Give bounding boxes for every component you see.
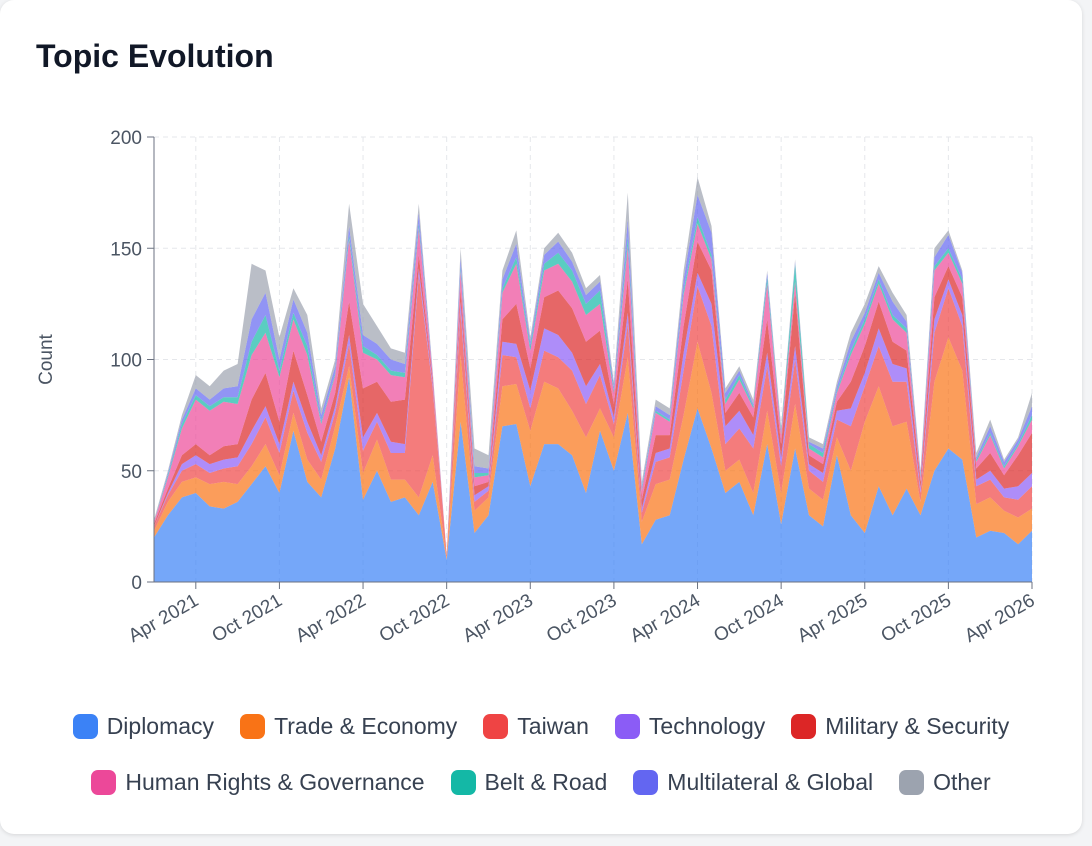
- legend-swatch: [72, 713, 98, 739]
- x-tick-label: Apr 2022: [292, 590, 369, 647]
- legend-item[interactable]: Belt & Road: [450, 768, 608, 796]
- legend-label: Other: [933, 768, 991, 795]
- y-tick-label: 200: [110, 128, 142, 149]
- area: [154, 377, 1032, 582]
- legend-item[interactable]: Diplomacy: [72, 712, 215, 740]
- y-tick-label: 150: [110, 239, 142, 260]
- x-tick-label: Apr 2024: [627, 590, 705, 647]
- legend-swatch: [633, 769, 659, 795]
- x-tick-label: Apr 2025: [794, 590, 871, 647]
- y-tick-label: 0: [131, 573, 142, 594]
- legend-swatch: [483, 713, 509, 739]
- x-tick-label: Oct 2025: [878, 590, 955, 647]
- chart-title: Topic Evolution: [36, 38, 274, 74]
- legend-swatch: [791, 713, 817, 739]
- y-tick-label: 100: [110, 351, 142, 372]
- x-tick-label: Oct 2024: [710, 590, 788, 647]
- x-tick-label: Apr 2021: [125, 590, 202, 647]
- area: [154, 268, 1032, 556]
- legend-swatch: [240, 713, 266, 739]
- legend-item[interactable]: Taiwan: [483, 712, 589, 740]
- legend-label: Technology: [648, 712, 766, 739]
- legend-label: Taiwan: [517, 712, 589, 739]
- legend-label: Trade & Economy: [274, 712, 458, 739]
- area: [154, 337, 1032, 560]
- x-tick-label: Oct 2022: [376, 590, 453, 647]
- y-axis-label: Count: [36, 333, 57, 384]
- legend-swatch: [614, 713, 640, 739]
- legend-label: Diplomacy: [106, 712, 215, 739]
- legend-label: Military & Security: [825, 712, 1010, 739]
- x-tick-label: Apr 2023: [459, 590, 536, 647]
- x-tick-label: Oct 2021: [209, 590, 286, 647]
- legend-item[interactable]: Military & Security: [791, 712, 1009, 740]
- legend-label: Multilateral & Global: [667, 768, 874, 795]
- legend-item[interactable]: Other: [899, 768, 991, 796]
- card: Topic Evolution 0 50 100 150 200 Apr 2021 Oct …: [0, 0, 1082, 834]
- legend-swatch: [450, 769, 476, 795]
- legend-swatch: [91, 769, 117, 795]
- area: [154, 275, 1032, 558]
- legend-label: Human Rights & Governance: [125, 768, 425, 795]
- y-tick-label: 50: [121, 462, 142, 483]
- legend-swatch: [899, 769, 925, 795]
- legend-label: Belt & Road: [484, 768, 608, 795]
- legend-item[interactable]: Multilateral & Global: [633, 768, 873, 796]
- x-tick-label: Apr 2026: [961, 590, 1038, 647]
- legend-item[interactable]: Human Rights & Governance: [91, 768, 425, 796]
- legend-item[interactable]: Trade & Economy: [240, 712, 457, 740]
- legend: Diplomacy Trade & Economy Taiwan Technology…: [20, 712, 1062, 796]
- x-tick-label: Oct 2023: [543, 590, 620, 647]
- legend-item[interactable]: Technology: [614, 712, 766, 740]
